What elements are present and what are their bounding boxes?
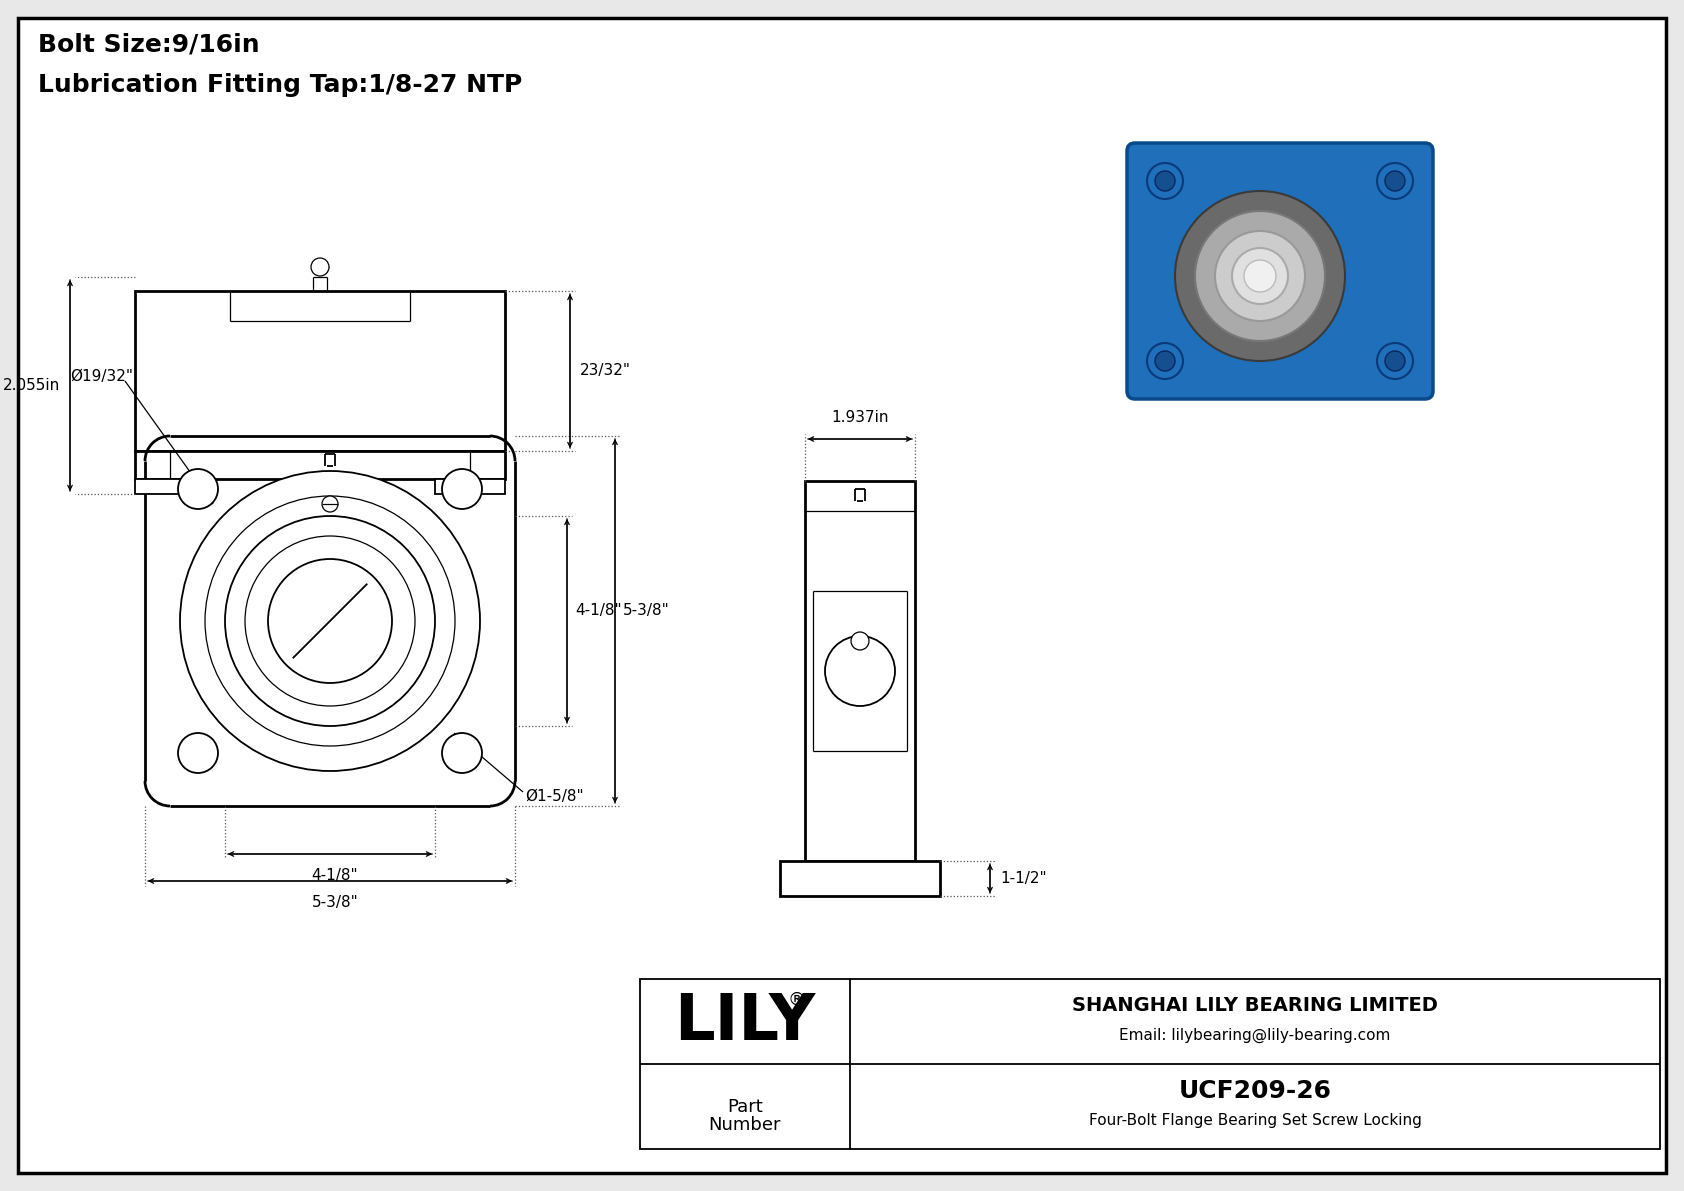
Circle shape: [322, 495, 338, 512]
Bar: [780, 861, 940, 896]
Circle shape: [850, 632, 869, 650]
Circle shape: [179, 469, 217, 509]
Bar: [135, 451, 505, 479]
Circle shape: [180, 470, 480, 771]
Bar: [805, 481, 914, 861]
Circle shape: [312, 258, 328, 276]
Circle shape: [1155, 351, 1175, 372]
Circle shape: [1378, 163, 1413, 199]
Text: 1.937in: 1.937in: [832, 410, 889, 425]
FancyBboxPatch shape: [1127, 143, 1433, 399]
Circle shape: [1384, 172, 1404, 191]
Circle shape: [441, 732, 482, 773]
Text: 2.055in: 2.055in: [3, 378, 61, 393]
Circle shape: [268, 559, 392, 682]
Bar: [434, 479, 505, 494]
Text: Ø19/32": Ø19/32": [71, 368, 133, 384]
Text: Lubrication Fitting Tap:1/8-27 NTP: Lubrication Fitting Tap:1/8-27 NTP: [39, 73, 522, 96]
Circle shape: [1233, 248, 1288, 304]
Text: 4-1/8": 4-1/8": [574, 604, 621, 618]
Circle shape: [179, 732, 217, 773]
Circle shape: [1378, 343, 1413, 379]
Circle shape: [1196, 211, 1325, 341]
Circle shape: [1155, 172, 1175, 191]
Text: Bolt Size:9/16in: Bolt Size:9/16in: [39, 33, 259, 57]
Circle shape: [1175, 191, 1346, 361]
Text: 23/32": 23/32": [579, 363, 632, 379]
Text: Number: Number: [709, 1116, 781, 1134]
Text: Part: Part: [727, 1097, 763, 1116]
Circle shape: [1244, 260, 1276, 292]
Circle shape: [205, 495, 455, 746]
Text: 5-3/8": 5-3/8": [623, 604, 670, 618]
Circle shape: [825, 636, 894, 706]
Bar: [135, 479, 205, 494]
Text: LILY: LILY: [674, 991, 815, 1053]
Circle shape: [1147, 163, 1182, 199]
Bar: [640, 979, 1660, 1149]
Circle shape: [1214, 231, 1305, 322]
Circle shape: [244, 536, 414, 706]
Text: 4-1/8": 4-1/8": [312, 868, 359, 883]
Bar: [135, 291, 505, 451]
Text: ®: ®: [788, 991, 807, 1009]
Text: 1-1/2": 1-1/2": [1000, 871, 1047, 886]
Text: UCF209-26: UCF209-26: [1179, 1079, 1332, 1103]
Circle shape: [226, 516, 434, 727]
Text: Email: lilybearing@lily-bearing.com: Email: lilybearing@lily-bearing.com: [1120, 1028, 1391, 1043]
Circle shape: [441, 469, 482, 509]
Text: Four-Bolt Flange Bearing Set Screw Locking: Four-Bolt Flange Bearing Set Screw Locki…: [1088, 1114, 1421, 1128]
Text: 5-3/8": 5-3/8": [312, 894, 359, 910]
Text: Ø1-5/8": Ø1-5/8": [525, 788, 584, 804]
Circle shape: [1147, 343, 1182, 379]
Circle shape: [1384, 351, 1404, 372]
Text: SHANGHAI LILY BEARING LIMITED: SHANGHAI LILY BEARING LIMITED: [1073, 996, 1438, 1015]
